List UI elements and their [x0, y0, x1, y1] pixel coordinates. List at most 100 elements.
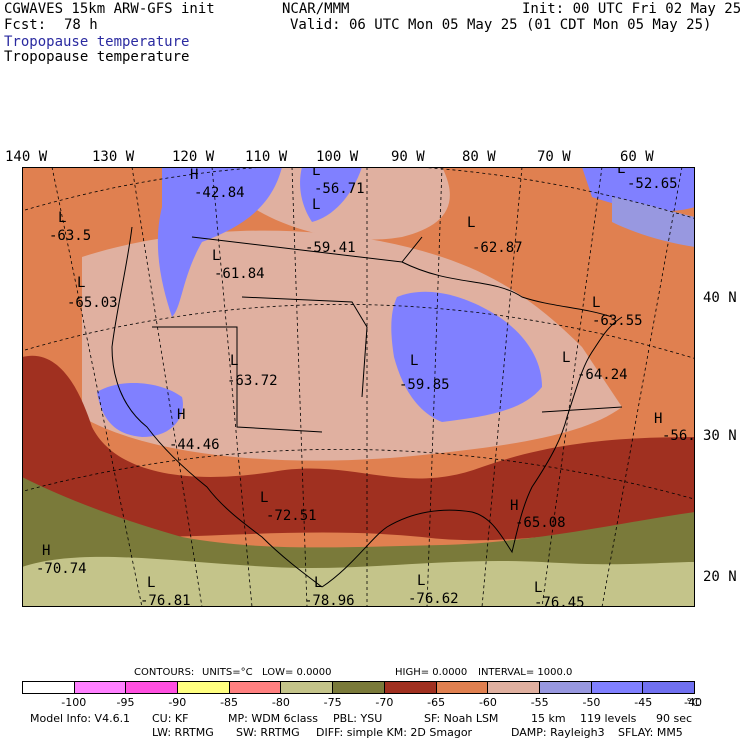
legend-tick-label: -45	[634, 696, 653, 709]
legend-tick-label: -100	[61, 696, 87, 709]
hl-letter: L	[617, 167, 625, 177]
shading-zone-blue	[582, 167, 695, 212]
graticule	[22, 167, 695, 607]
field-subtitle: Tropopause temperature	[4, 49, 190, 65]
hl-letter: H	[42, 543, 50, 559]
hl-letter: H	[190, 167, 198, 183]
lat-label: 40 N	[703, 290, 737, 306]
hl-letter: L	[77, 275, 85, 291]
grid-spacing: 15 km	[531, 712, 566, 725]
legend-swatch	[539, 682, 592, 693]
shading-zone-blue	[300, 167, 362, 222]
legend-tick-label: -70	[375, 696, 394, 709]
hl-value: -63.72	[227, 373, 278, 389]
init-time: Init: 00 UTC Fri 02 May 25	[522, 1, 740, 17]
vertical-levels: 119 levels	[580, 712, 637, 725]
hl-value: -63.55	[592, 313, 643, 329]
legend-swatch	[126, 682, 179, 693]
lon-label: 70 W	[537, 149, 571, 165]
lon-label: 140 W	[5, 149, 48, 165]
shading-zone-blue	[157, 167, 282, 317]
hl-value: -52.65	[627, 176, 678, 192]
hl-value: -59.41	[305, 240, 356, 256]
model-info: Model Info: V4.6.1	[30, 712, 131, 725]
diff-scheme: DIFF: simple KM: 2D Smagor	[316, 726, 473, 739]
legend-tick-label: -90	[168, 696, 187, 709]
damp-scheme: DAMP: Rayleigh3	[511, 726, 605, 739]
lon-label: 90 W	[391, 149, 425, 165]
hl-letter: L	[467, 215, 475, 231]
legend-swatch	[436, 682, 489, 693]
legend-swatch	[23, 682, 75, 693]
high-label: HIGH= 0.0000	[395, 667, 468, 678]
hl-value: -72.51	[266, 508, 317, 524]
legend-swatch	[178, 682, 230, 693]
shading-zone-blue	[391, 291, 542, 422]
hl-letter: L	[534, 580, 542, 596]
hl-value: -61.84	[214, 266, 265, 282]
hl-letter: L	[592, 295, 600, 311]
lon-label: 100 W	[316, 149, 359, 165]
lon-label: 120 W	[172, 149, 215, 165]
hl-letter: L	[260, 490, 268, 506]
mp-scheme: MP: WDM 6class	[228, 712, 318, 725]
hl-letter: L	[212, 248, 220, 264]
legend-swatch	[74, 682, 127, 693]
shading-zone-blue	[97, 382, 183, 437]
hl-value: -42.84	[194, 185, 245, 201]
time-step: 90 sec	[656, 712, 693, 725]
hl-letter: H	[177, 407, 185, 423]
field-title: Tropopause temperature	[4, 34, 190, 50]
org-label: NCAR/MMM	[282, 1, 350, 17]
valid-time: Valid: 06 UTC Mon 05 May 25 (01 CDT Mon …	[290, 17, 712, 33]
lon-label: 110 W	[245, 149, 288, 165]
legend-tick-label: -80	[271, 696, 290, 709]
legend-swatch	[384, 682, 437, 693]
hl-letter: L	[562, 350, 570, 366]
shading-zone-lavender	[612, 197, 695, 247]
legend-swatch	[229, 682, 282, 693]
legend-tick-label: -65	[427, 696, 446, 709]
cu-scheme: CU: KF	[152, 712, 189, 725]
legend-swatch	[281, 682, 334, 693]
hl-value: -64.24	[577, 367, 628, 383]
hl-letter: L	[312, 197, 320, 213]
legend-swatch	[643, 682, 694, 693]
legend-tick-label: -60	[478, 696, 497, 709]
legend-tick-label: °C	[686, 696, 700, 709]
hl-value: -65.03	[67, 295, 118, 311]
hl-value: -59.85	[399, 377, 450, 393]
hl-letter: L	[417, 573, 425, 589]
hl-value: -76.81	[140, 593, 191, 607]
fcst-label: Fcst:	[4, 17, 47, 33]
hl-value: -62.87	[472, 240, 523, 256]
tropopause-temperature-map: H -42.84 L -56.71 L -52.65 L -63.5 L -59…	[22, 167, 695, 607]
coastlines	[111, 226, 623, 588]
contours-label: CONTOURS:	[134, 667, 195, 678]
legend-tick-label: -40	[684, 696, 702, 709]
color-legend	[22, 681, 695, 694]
hl-value: -76.62	[408, 591, 459, 607]
hl-value: -76.45	[534, 595, 585, 607]
hl-value: -56.4	[662, 428, 695, 444]
hl-value: -65.08	[515, 515, 566, 531]
legend-tick-label: -55	[530, 696, 549, 709]
hl-letter: H	[654, 411, 662, 427]
fcst-value: 78 h	[64, 17, 98, 33]
hl-letter: L	[230, 353, 238, 369]
hl-letter: L	[314, 575, 322, 591]
legend-tick-label: -50	[582, 696, 601, 709]
shading-zone-khaki	[22, 556, 695, 607]
lat-label: 20 N	[703, 569, 737, 585]
hl-letter: L	[58, 210, 66, 226]
legend-swatch	[488, 682, 540, 693]
lon-label: 130 W	[92, 149, 135, 165]
lw-scheme: LW: RRTMG	[152, 726, 214, 739]
sw-scheme: SW: RRTMG	[236, 726, 300, 739]
legend-swatch	[333, 682, 385, 693]
hl-letter: L	[410, 353, 418, 369]
legend-swatch	[591, 682, 644, 693]
lon-label: 80 W	[462, 149, 496, 165]
model-title: CGWAVES 15km ARW-GFS init	[4, 1, 215, 17]
map-frame	[22, 167, 695, 607]
